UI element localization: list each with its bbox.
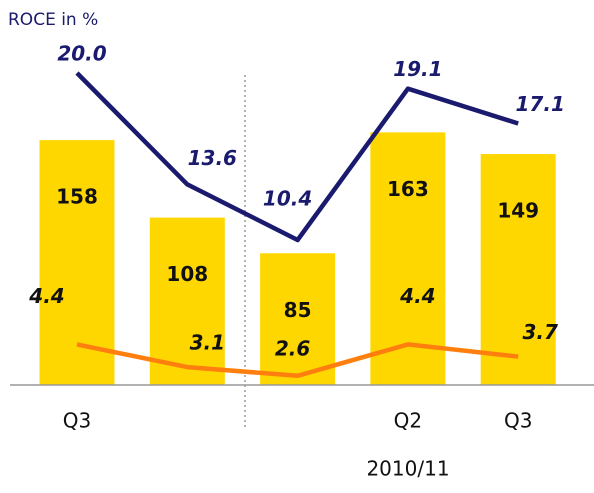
bar-label: 158	[56, 185, 98, 209]
bar	[480, 154, 556, 385]
line-label: 20.0	[57, 42, 106, 66]
line-label: 2.6	[275, 336, 311, 360]
chart-title: ROCE in %	[8, 10, 98, 30]
x-tick-label: Q3	[63, 409, 91, 433]
bar-label: 108	[166, 262, 208, 286]
period-label: 2010/11	[366, 457, 449, 481]
bar	[39, 140, 115, 385]
line-label: 3.1	[190, 331, 225, 355]
bar-label: 85	[284, 298, 312, 322]
x-tick-label: Q2	[394, 409, 422, 433]
line-label: 3.7	[522, 320, 558, 344]
line-label: 13.6	[188, 146, 237, 170]
bar	[260, 253, 336, 385]
line-label: 10.4	[263, 187, 312, 211]
line-label: 19.1	[393, 57, 442, 81]
x-tick-label: Q3	[504, 409, 532, 433]
line-label: 17.1	[516, 92, 565, 116]
line	[76, 342, 519, 379]
line	[75, 71, 519, 243]
line-label: 4.4	[28, 284, 64, 308]
bar-label: 163	[387, 177, 429, 201]
bar-label: 149	[497, 199, 539, 223]
bar	[149, 217, 225, 385]
line-label: 4.4	[399, 284, 435, 308]
